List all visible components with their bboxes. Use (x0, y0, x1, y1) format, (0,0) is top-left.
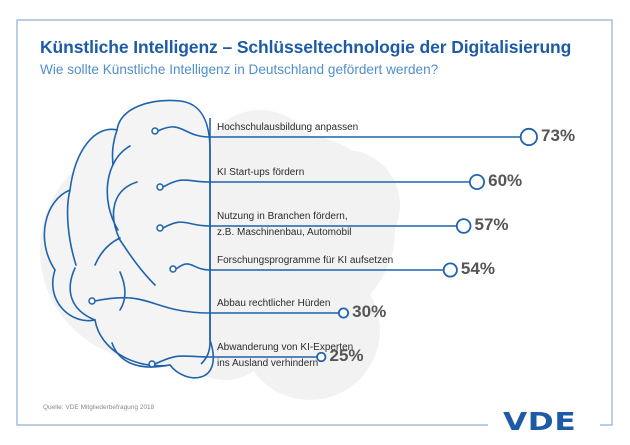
start-node (148, 360, 156, 368)
category-label-line: Abwanderung von KI-Experten (217, 342, 354, 353)
connector-curve (94, 296, 211, 314)
category-label-line: ins Ausland verhindern (217, 358, 319, 369)
brain-fold (111, 342, 171, 368)
connector-curve (162, 221, 211, 229)
brain-fold (66, 189, 77, 266)
category-label-line: Nutzung in Branchen fördern, (217, 211, 348, 222)
page-subtitle: Wie sollte Künstliche Intelligenz in Deu… (40, 62, 439, 77)
value-label: 25% (329, 346, 364, 365)
value-end-circle (519, 127, 538, 147)
start-node (169, 265, 177, 273)
value-label: 30% (352, 302, 387, 321)
page-title: Künstliche Intelligenz – Schlüsseltechno… (40, 37, 572, 57)
connector-curve (162, 179, 211, 188)
spine-line (200, 118, 211, 365)
value-end-circle (442, 262, 458, 278)
value-label: 73% (541, 126, 576, 145)
connector-curve (175, 263, 211, 271)
category-label: Forschungsprogramme für KI aufsetzen (217, 253, 393, 269)
value-label: 60% (488, 171, 523, 190)
brain-fold (119, 271, 126, 311)
connector-curve (154, 355, 211, 365)
vde-logo: VDE (503, 407, 577, 436)
start-node (151, 127, 159, 135)
category-label: Abbau rechtlicher Hürden (217, 296, 330, 312)
value-end-circle (316, 351, 327, 363)
category-label-line: KI Start-ups fördern (217, 167, 305, 178)
frame (16, 19, 613, 426)
brain-fold (112, 181, 156, 286)
brain-folds (66, 129, 171, 368)
start-node (156, 224, 164, 232)
start-node (88, 297, 96, 305)
rows-layer (88, 126, 538, 368)
value-end-circle (455, 218, 472, 234)
category-label: Abwanderung von KI-Experten ins Ausland v… (217, 340, 353, 372)
category-label-line: z.B. Maschinenbau, Automobil (217, 227, 352, 238)
category-label: Nutzung in Branchen fördern, z.B. Maschin… (217, 209, 352, 241)
brain-fold (69, 267, 96, 321)
value-label: 57% (474, 215, 509, 234)
category-label-line: Forschungsprogramme für KI aufsetzen (217, 255, 394, 266)
brain-fold (94, 237, 121, 266)
category-label-line: Hochschulausbildung anpassen (217, 122, 359, 133)
frame-border (16, 19, 613, 426)
category-label: Hochschulausbildung anpassen (217, 120, 358, 136)
category-label: KI Start-ups fördern (217, 165, 304, 181)
value-label: 54% (460, 259, 495, 278)
connector-curve (157, 126, 211, 138)
start-node (156, 183, 164, 191)
source-note: Quelle: VDE Mitgliederbefragung 2018 (43, 404, 155, 411)
category-label-line: Abbau rechtlicher Hürden (217, 298, 331, 309)
value-end-circle (337, 307, 350, 319)
value-end-circle (468, 173, 486, 191)
brain-fold (111, 129, 118, 166)
